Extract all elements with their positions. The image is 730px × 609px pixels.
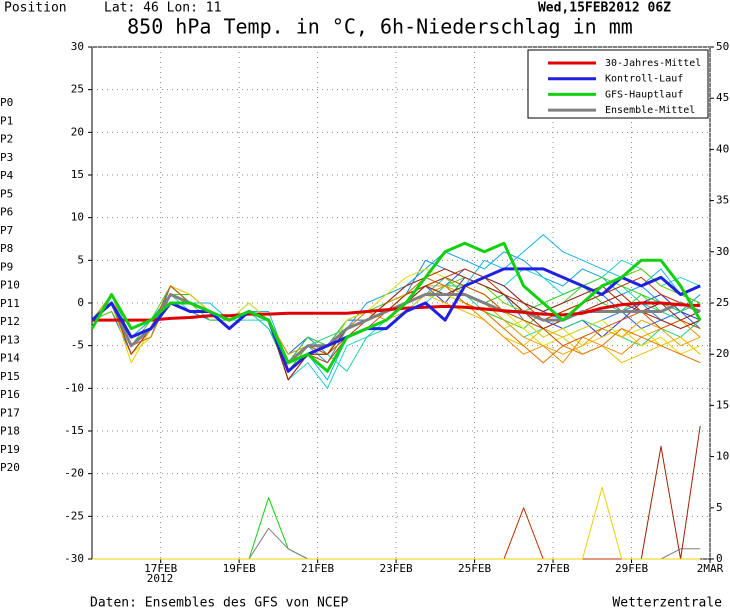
member-label: P18 [0,425,20,438]
member-label: P12 [0,315,20,328]
member-label: P7 [0,224,13,237]
y-tick-label: -25 [64,509,84,522]
member-label: P19 [0,443,20,456]
x-tick-label: 29FEB [615,562,648,575]
chart-title: 850 hPa Temp. in °C, 6h-Niederschlag in … [127,15,633,39]
y-tick-label: 10 [71,211,84,224]
source: Daten: Ensembles des GFS von NCEP [90,596,348,609]
legend-label: 30-Jahres-Mittel [605,58,701,69]
member-label: P14 [0,352,20,365]
y-tick-label: 0 [77,296,84,309]
member-label: P6 [0,206,13,219]
y-tick-label: -5 [71,339,84,352]
member-label: P0 [0,96,13,109]
member-label: P3 [0,151,13,164]
x-tick-label: 17FEB [144,562,177,575]
y-tick-label: 5 [77,253,84,266]
year-label: 2012 [147,572,174,585]
brand: Wetterzentrale [612,596,722,609]
position-label: Position [4,1,67,16]
y2-tick-label: 10 [716,450,729,463]
run-time: Wed,15FEB2012 06Z [538,1,671,16]
y-tick-label: 30 [71,40,84,53]
y2-tick-label: 35 [716,194,729,207]
member-label: P9 [0,260,13,273]
x-tick-label: 19FEB [223,562,256,575]
x-tick-label: 23FEB [380,562,413,575]
y2-tick-label: 0 [716,552,723,565]
legend-label: GFS-Hauptlauf [605,89,683,100]
x-tick-label: 25FEB [458,562,491,575]
precip-line [92,486,701,560]
y-tick-label: -15 [64,424,84,437]
x-tick-label: 21FEB [301,562,334,575]
legend-box [527,49,709,119]
series-line [92,301,701,322]
member-label: P5 [0,187,13,200]
y2-tick-label: 15 [716,398,729,411]
y-tick-label: -10 [64,381,84,394]
y2-tick-label: 5 [716,501,723,514]
y2-tick-label: 30 [716,245,729,258]
member-label: P10 [0,279,20,292]
y-tick-label: 20 [71,125,84,138]
legend-label: Ensemble-Mittel [605,105,695,116]
y2-tick-label: 50 [716,40,729,53]
member-label: P4 [0,169,14,182]
y2-tick-label: 45 [716,91,729,104]
y2-tick-label: 40 [716,142,729,155]
series-line [90,241,702,373]
y-tick-label: 25 [71,83,84,96]
member-label: P8 [0,242,13,255]
series-line [91,267,701,373]
y2-tick-label: 20 [716,347,729,360]
y-tick-label: -20 [64,467,84,480]
y-tick-label: 15 [71,168,84,181]
y2-tick-label: 25 [716,296,729,309]
member-label: P17 [0,406,20,419]
location: Lat: 46 Lon: 11 [104,1,221,16]
x-tick-label: 2MAR [697,562,724,575]
legend-label: Kontroll-Lauf [605,74,683,85]
member-label: P13 [0,333,20,346]
member-label: P2 [0,133,13,146]
member-label: P15 [0,370,20,383]
member-label: P1 [0,114,13,127]
member-label: P20 [0,461,20,474]
y-tick-label: -30 [64,552,84,565]
member-label: P11 [0,297,20,310]
member-label: P16 [0,388,20,401]
x-tick-label: 27FEB [536,562,569,575]
